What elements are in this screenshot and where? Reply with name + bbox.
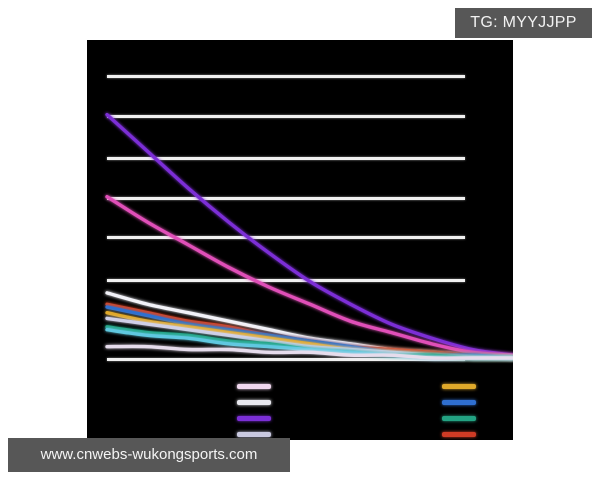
gridline-3 <box>107 196 465 200</box>
gridline-6 <box>107 358 465 361</box>
legend-swatch-red <box>442 431 476 437</box>
legend-swatch-white <box>237 399 271 405</box>
legend-item[interactable] <box>442 378 476 394</box>
watermark-url: www.cnwebs-wukongsports.com <box>8 438 290 472</box>
legend-swatch-teal <box>442 415 476 421</box>
curve-series-10-palepink <box>105 344 513 360</box>
curve-series-2-magenta <box>105 194 513 357</box>
legend-swatch-blue <box>442 399 476 405</box>
legend-swatch-gold <box>442 383 476 389</box>
gridline-4 <box>107 236 465 240</box>
chart-legend <box>87 40 513 440</box>
legend-item[interactable] <box>237 394 271 410</box>
legend-swatch-purple <box>237 415 271 421</box>
legend-item[interactable] <box>442 410 476 426</box>
legend-item[interactable] <box>237 378 271 394</box>
curve-series-1-purple <box>105 112 513 357</box>
legend-item[interactable] <box>237 410 271 426</box>
gridline-1 <box>107 114 465 118</box>
gridline-0 <box>107 75 465 78</box>
legend-column-right <box>442 378 476 440</box>
legend-swatch-lavender <box>237 431 271 437</box>
chart-curves <box>105 112 513 360</box>
legend-swatch-pinkwhite <box>237 383 271 389</box>
chart-panel <box>87 40 513 440</box>
legend-item[interactable] <box>237 426 271 440</box>
gridline-5 <box>107 278 465 282</box>
chart-gridlines <box>87 40 513 440</box>
legend-item[interactable] <box>442 426 476 440</box>
legend-item[interactable] <box>442 394 476 410</box>
legend-column-left <box>237 378 271 440</box>
status-badge: TG: MYYJJPP <box>455 8 592 38</box>
gridline-2 <box>107 157 465 161</box>
